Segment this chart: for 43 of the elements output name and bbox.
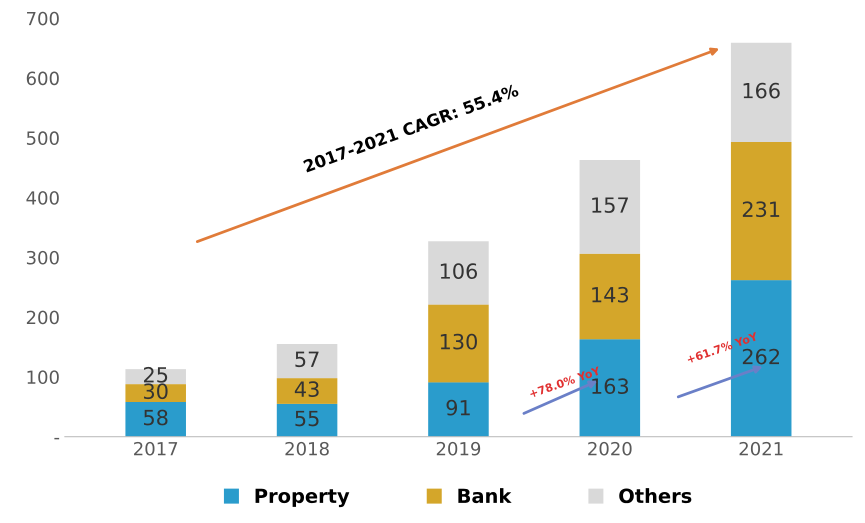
bar	[428, 304, 489, 382]
bar	[276, 344, 338, 378]
data-label: 166	[744, 82, 780, 98]
data-label: 130	[440, 334, 477, 350]
bar	[730, 42, 792, 142]
bar	[125, 402, 186, 437]
data-label: 91	[446, 400, 470, 416]
data-label: 231	[742, 201, 780, 218]
bar	[730, 142, 792, 280]
y-tick-label: 600	[26, 72, 59, 86]
y-tick-label: 700	[27, 12, 59, 26]
x-tick-label: 2021	[740, 442, 783, 456]
bar	[730, 280, 792, 437]
data-label: 163	[592, 378, 628, 394]
bar	[428, 241, 489, 305]
legend-label: Others	[619, 488, 692, 504]
data-label: 57	[295, 352, 319, 368]
legend-label: Bank	[458, 488, 512, 504]
x-tick-label: 2020	[588, 442, 632, 456]
y-tick-label: -	[54, 438, 60, 440]
data-label: 25	[144, 366, 168, 383]
y-tick-label: 500	[26, 131, 59, 145]
data-label: 143	[592, 286, 628, 303]
bar	[580, 254, 640, 340]
y-tick-label: 100	[28, 370, 59, 384]
y-tick-label: 400	[26, 191, 59, 205]
y-tick-label: 200	[26, 310, 59, 324]
bar	[276, 404, 338, 437]
data-label: 157	[592, 197, 628, 213]
data-label: 43	[294, 381, 319, 398]
data-label: 30	[144, 383, 168, 400]
x-tick-label: 2018	[285, 442, 329, 456]
bar	[580, 160, 640, 254]
data-label: 55	[295, 410, 319, 426]
bar	[276, 378, 338, 404]
x-tick-label: 2017	[134, 442, 178, 456]
bar	[428, 382, 489, 437]
legend-label: Property	[256, 488, 350, 508]
data-label: 262	[742, 348, 779, 364]
data-label: 106	[440, 263, 478, 279]
y-tick-label: 300	[26, 250, 59, 265]
data-label: 58	[144, 410, 168, 426]
x-tick-label: 2019	[436, 442, 480, 456]
